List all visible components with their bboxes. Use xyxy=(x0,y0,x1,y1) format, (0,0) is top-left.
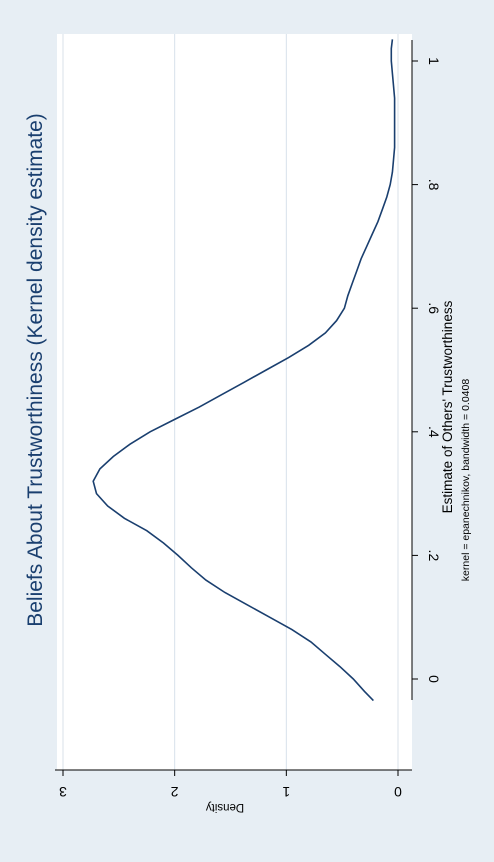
x-tick-label: .6 xyxy=(426,302,442,314)
x-tick-label: .4 xyxy=(426,426,442,438)
gridlines xyxy=(62,34,399,770)
y-tick-label: 0 xyxy=(394,784,402,800)
x-tick-label: .2 xyxy=(426,550,442,562)
x-axis-label: Estimate of Others' Trustworthiness xyxy=(440,300,455,513)
y-axis-label: Density xyxy=(206,801,245,813)
y-tick-label: 2 xyxy=(171,784,179,800)
x-tick-label: 0 xyxy=(426,675,442,683)
y-tick-label: 1 xyxy=(282,784,290,800)
plot-region xyxy=(57,34,412,770)
axes: 0 .2 .4 .6 .8 1 0 1 2 3 xyxy=(55,40,442,800)
x-tick-label: .8 xyxy=(426,179,442,191)
x-tick-label: 1 xyxy=(426,57,442,65)
density-curve xyxy=(92,39,396,702)
chart-title: Beliefs About Trustworthiness (Kernel de… xyxy=(24,113,47,627)
kernel-note: kernel = epanechnikov, bandwidth = 0.040… xyxy=(460,379,472,582)
y-tick-label: 3 xyxy=(59,784,67,800)
